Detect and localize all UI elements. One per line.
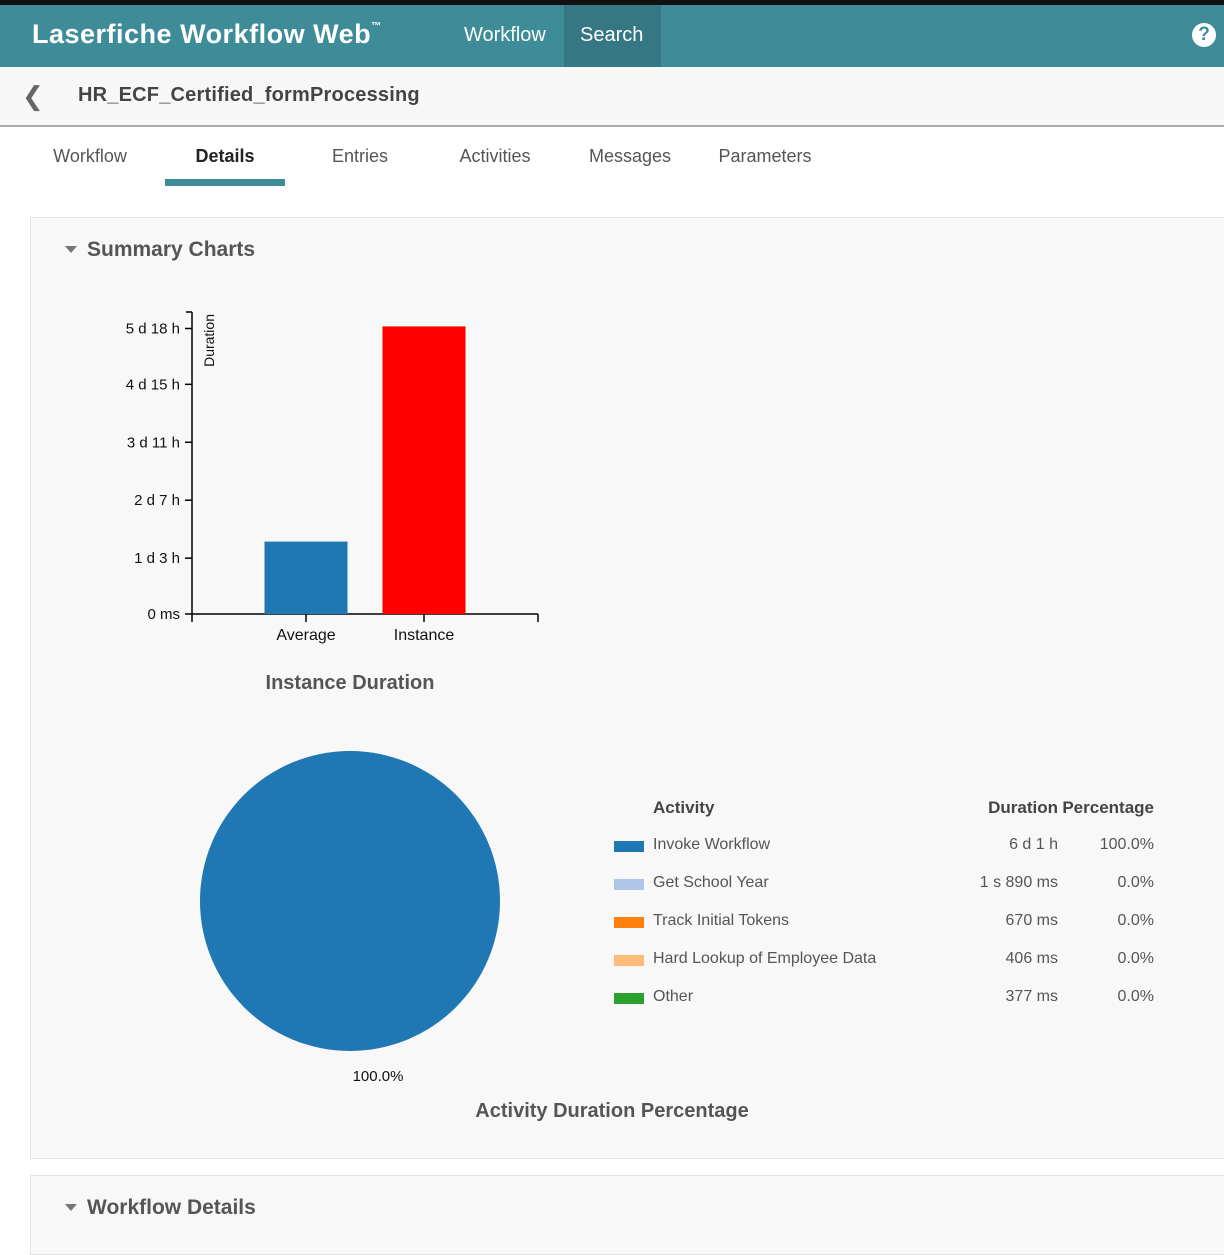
activity-duration-pie-chart: 100.0%	[200, 751, 500, 1085]
workflow-details-title[interactable]: Workflow Details	[87, 1196, 256, 1219]
instance-duration-chart: 0 ms 1 d 3 h 2 d 7 h 3 d 11 h 4 d 15 h 5 d 18…	[126, 311, 539, 644]
legend-header-percentage: Percentage	[1062, 798, 1154, 817]
legend-activity-percentage: 100.0%	[1099, 836, 1154, 853]
workflow-title: HR_ECF_Certified_formProcessing	[78, 84, 420, 106]
summary-charts-title[interactable]: Summary Charts	[87, 238, 256, 261]
legend-swatch	[614, 993, 644, 1004]
legend-activity-percentage: 0.0%	[1117, 912, 1154, 929]
pie-slice-invoke-workflow	[200, 751, 500, 1051]
legend-header-activity: Activity	[653, 798, 715, 817]
legend-activity-duration: 1 s 890 ms	[979, 874, 1058, 891]
legend-activity-name: Invoke Workflow	[653, 836, 771, 853]
y-tick-label: 2 d 7 h	[134, 492, 180, 509]
workflow-header: ❮ HR_ECF_Certified_formProcessing	[0, 67, 1224, 127]
legend-activity-name: Get School Year	[653, 874, 769, 891]
legend-row: Get School Year 1 s 890 ms 0.0%	[614, 873, 1154, 897]
legend-row: Hard Lookup of Employee Data 406 ms 0.0%	[614, 949, 1154, 973]
legend-activity-name: Track Initial Tokens	[653, 912, 790, 929]
legend-row: Invoke Workflow 6 d 1 h 100.0%	[614, 835, 1154, 859]
top-edge-strip	[0, 0, 1224, 5]
legend-swatch	[614, 841, 644, 852]
y-tick-label: 3 d 11 h	[127, 434, 180, 451]
collapse-caret-icon[interactable]	[65, 1204, 77, 1211]
pie-slice-label: 100.0%	[353, 1068, 404, 1085]
app-header-bar: Laserfiche Workflow Web™ Workflow Search…	[0, 5, 1224, 67]
x-tick-label: Average	[276, 627, 335, 644]
legend-swatch	[614, 955, 644, 966]
activity-duration-chart-title: Activity Duration Percentage	[475, 1100, 749, 1122]
legend-row: Track Initial Tokens 670 ms 0.0%	[614, 911, 1154, 935]
back-chevron-icon[interactable]: ❮	[22, 81, 44, 111]
legend-activity-duration: 406 ms	[1005, 950, 1058, 967]
bar-average	[264, 541, 348, 614]
legend-activity-name: Other	[653, 988, 694, 1005]
tab-workflow[interactable]: Workflow	[53, 146, 127, 166]
tab-bar: Workflow Details Entries Activities Mess…	[0, 128, 1224, 188]
legend-swatch	[614, 917, 644, 928]
x-tick-label: Instance	[394, 627, 455, 644]
legend-row: Other 377 ms 0.0%	[614, 987, 1154, 1011]
instance-duration-chart-title: Instance Duration	[265, 672, 435, 694]
tab-messages[interactable]: Messages	[588, 146, 672, 166]
legend-header-duration: Duration	[988, 798, 1058, 817]
tab-details[interactable]: Details	[165, 128, 285, 186]
tab-parameters[interactable]: Parameters	[718, 146, 812, 166]
legend-activity-duration: 670 ms	[1005, 912, 1058, 929]
collapse-caret-icon[interactable]	[65, 246, 77, 253]
legend-activity-percentage: 0.0%	[1117, 988, 1154, 1005]
y-tick-label: 1 d 3 h	[134, 550, 180, 567]
app-brand-text: Laserfiche Workflow Web	[32, 19, 372, 49]
y-tick-label: 4 d 15 h	[126, 376, 180, 393]
y-tick-label: 0 ms	[147, 606, 180, 623]
app-brand-logo: Laserfiche Workflow Web™	[32, 19, 382, 50]
y-tick-label: 5 d 18 h	[126, 320, 180, 337]
nav-workflow[interactable]: Workflow	[464, 24, 546, 46]
help-circle-icon[interactable]: ?	[1192, 23, 1216, 47]
tab-activities[interactable]: Activities	[459, 146, 531, 166]
y-axis-label: Duration	[201, 314, 217, 367]
legend-activity-percentage: 0.0%	[1117, 874, 1154, 891]
legend-activity-duration: 377 ms	[1005, 988, 1058, 1005]
nav-search[interactable]: Search	[564, 5, 661, 67]
trademark-mark: ™	[371, 21, 382, 32]
summary-charts-panel: Summary Charts 0 ms 1 d 3 h 2 d 7 h 3 d 11 …	[30, 217, 1224, 1159]
legend-swatch	[614, 879, 644, 890]
workflow-details-panel: Workflow Details	[30, 1175, 1224, 1255]
legend-activity-duration: 6 d 1 h	[1009, 836, 1058, 853]
bar-instance	[382, 326, 466, 614]
legend-activity-percentage: 0.0%	[1117, 950, 1154, 967]
legend-activity-name: Hard Lookup of Employee Data	[653, 950, 877, 967]
tab-entries[interactable]: Entries	[331, 146, 389, 166]
